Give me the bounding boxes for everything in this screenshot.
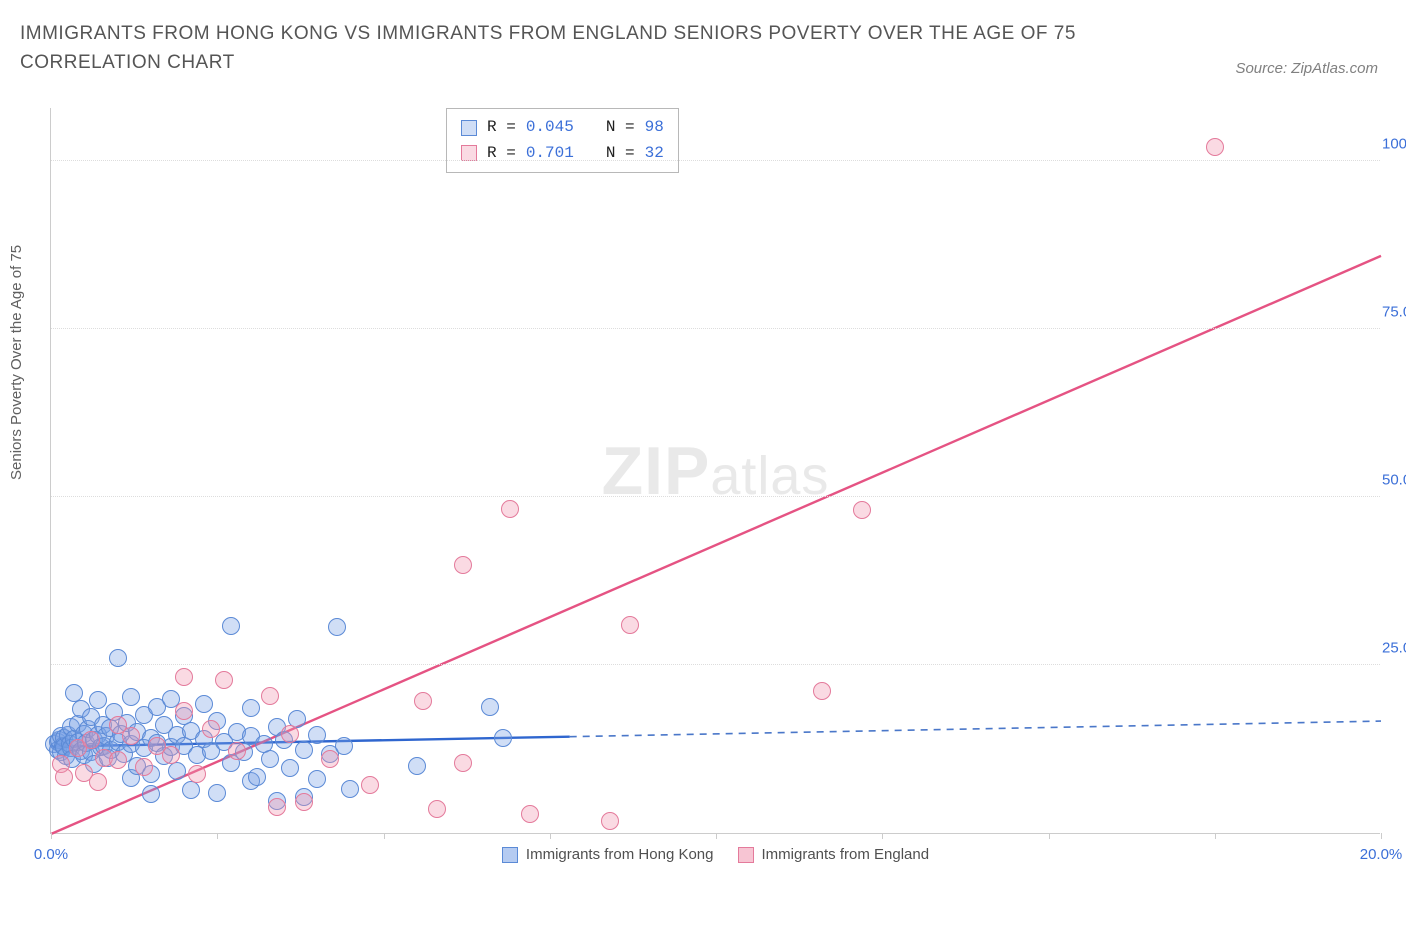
data-point (135, 758, 153, 776)
legend-swatch (738, 847, 754, 863)
data-point (162, 746, 180, 764)
data-point (481, 698, 499, 716)
data-point (328, 618, 346, 636)
data-point (222, 617, 240, 635)
data-point (295, 741, 313, 759)
data-point (813, 682, 831, 700)
data-point (82, 731, 100, 749)
gridline (51, 664, 1380, 665)
gridline (51, 328, 1380, 329)
xtick (716, 833, 717, 839)
data-point (853, 501, 871, 519)
xtick-label: 20.0% (1360, 846, 1403, 863)
regression-line (570, 721, 1381, 737)
gridline (51, 496, 1380, 497)
data-point (109, 751, 127, 769)
data-point (308, 770, 326, 788)
data-point (521, 805, 539, 823)
xtick (217, 833, 218, 839)
data-point (188, 765, 206, 783)
legend-item: Immigrants from England (738, 846, 930, 863)
data-point (601, 812, 619, 830)
xtick (550, 833, 551, 839)
data-point (321, 750, 339, 768)
data-point (175, 702, 193, 720)
data-point (175, 668, 193, 686)
data-point (215, 671, 233, 689)
data-point (195, 695, 213, 713)
legend-label: Immigrants from Hong Kong (526, 846, 714, 863)
source-label: Source: ZipAtlas.com (1235, 60, 1378, 77)
data-point (361, 776, 379, 794)
data-point (414, 692, 432, 710)
data-point (89, 691, 107, 709)
legend-label: Immigrants from England (762, 846, 930, 863)
data-point (182, 781, 200, 799)
legend-item: Immigrants from Hong Kong (502, 846, 714, 863)
data-point (122, 688, 140, 706)
data-point (109, 649, 127, 667)
data-point (621, 616, 639, 634)
data-point (501, 500, 519, 518)
xtick-label: 0.0% (34, 846, 68, 863)
data-point (142, 785, 160, 803)
xtick (1381, 833, 1382, 839)
data-point (335, 737, 353, 755)
data-point (248, 768, 266, 786)
data-point (494, 729, 512, 747)
data-point (261, 750, 279, 768)
data-point (202, 720, 220, 738)
data-point (341, 780, 359, 798)
data-point (308, 726, 326, 744)
ytick-label: 50.0% (1372, 471, 1406, 488)
data-point (168, 762, 186, 780)
gridline (51, 160, 1380, 161)
ytick-label: 25.0% (1372, 639, 1406, 656)
data-point (454, 754, 472, 772)
data-point (122, 727, 140, 745)
legend-swatch (502, 847, 518, 863)
chart-title: IMMIGRANTS FROM HONG KONG VS IMMIGRANTS … (20, 20, 1120, 77)
data-point (281, 725, 299, 743)
data-point (295, 793, 313, 811)
xtick (882, 833, 883, 839)
data-point (268, 798, 286, 816)
xtick (51, 833, 52, 839)
data-point (55, 768, 73, 786)
data-point (428, 800, 446, 818)
data-point (261, 687, 279, 705)
y-axis-label: Seniors Poverty Over the Age of 75 (8, 245, 25, 480)
regression-lines-layer (51, 108, 1380, 833)
data-point (208, 784, 226, 802)
data-point (454, 556, 472, 574)
data-point (408, 757, 426, 775)
xtick (384, 833, 385, 839)
bottom-legend: Immigrants from Hong Kong Immigrants from… (51, 846, 1380, 863)
ytick-label: 75.0% (1372, 303, 1406, 320)
xtick (1215, 833, 1216, 839)
data-point (89, 773, 107, 791)
ytick-label: 100.0% (1372, 135, 1406, 152)
data-point (228, 742, 246, 760)
plot-area: ZIPatlas R = 0.045N = 98R = 0.701N = 32 … (50, 108, 1380, 834)
xtick (1049, 833, 1050, 839)
data-point (281, 759, 299, 777)
data-point (1206, 138, 1224, 156)
data-point (242, 699, 260, 717)
